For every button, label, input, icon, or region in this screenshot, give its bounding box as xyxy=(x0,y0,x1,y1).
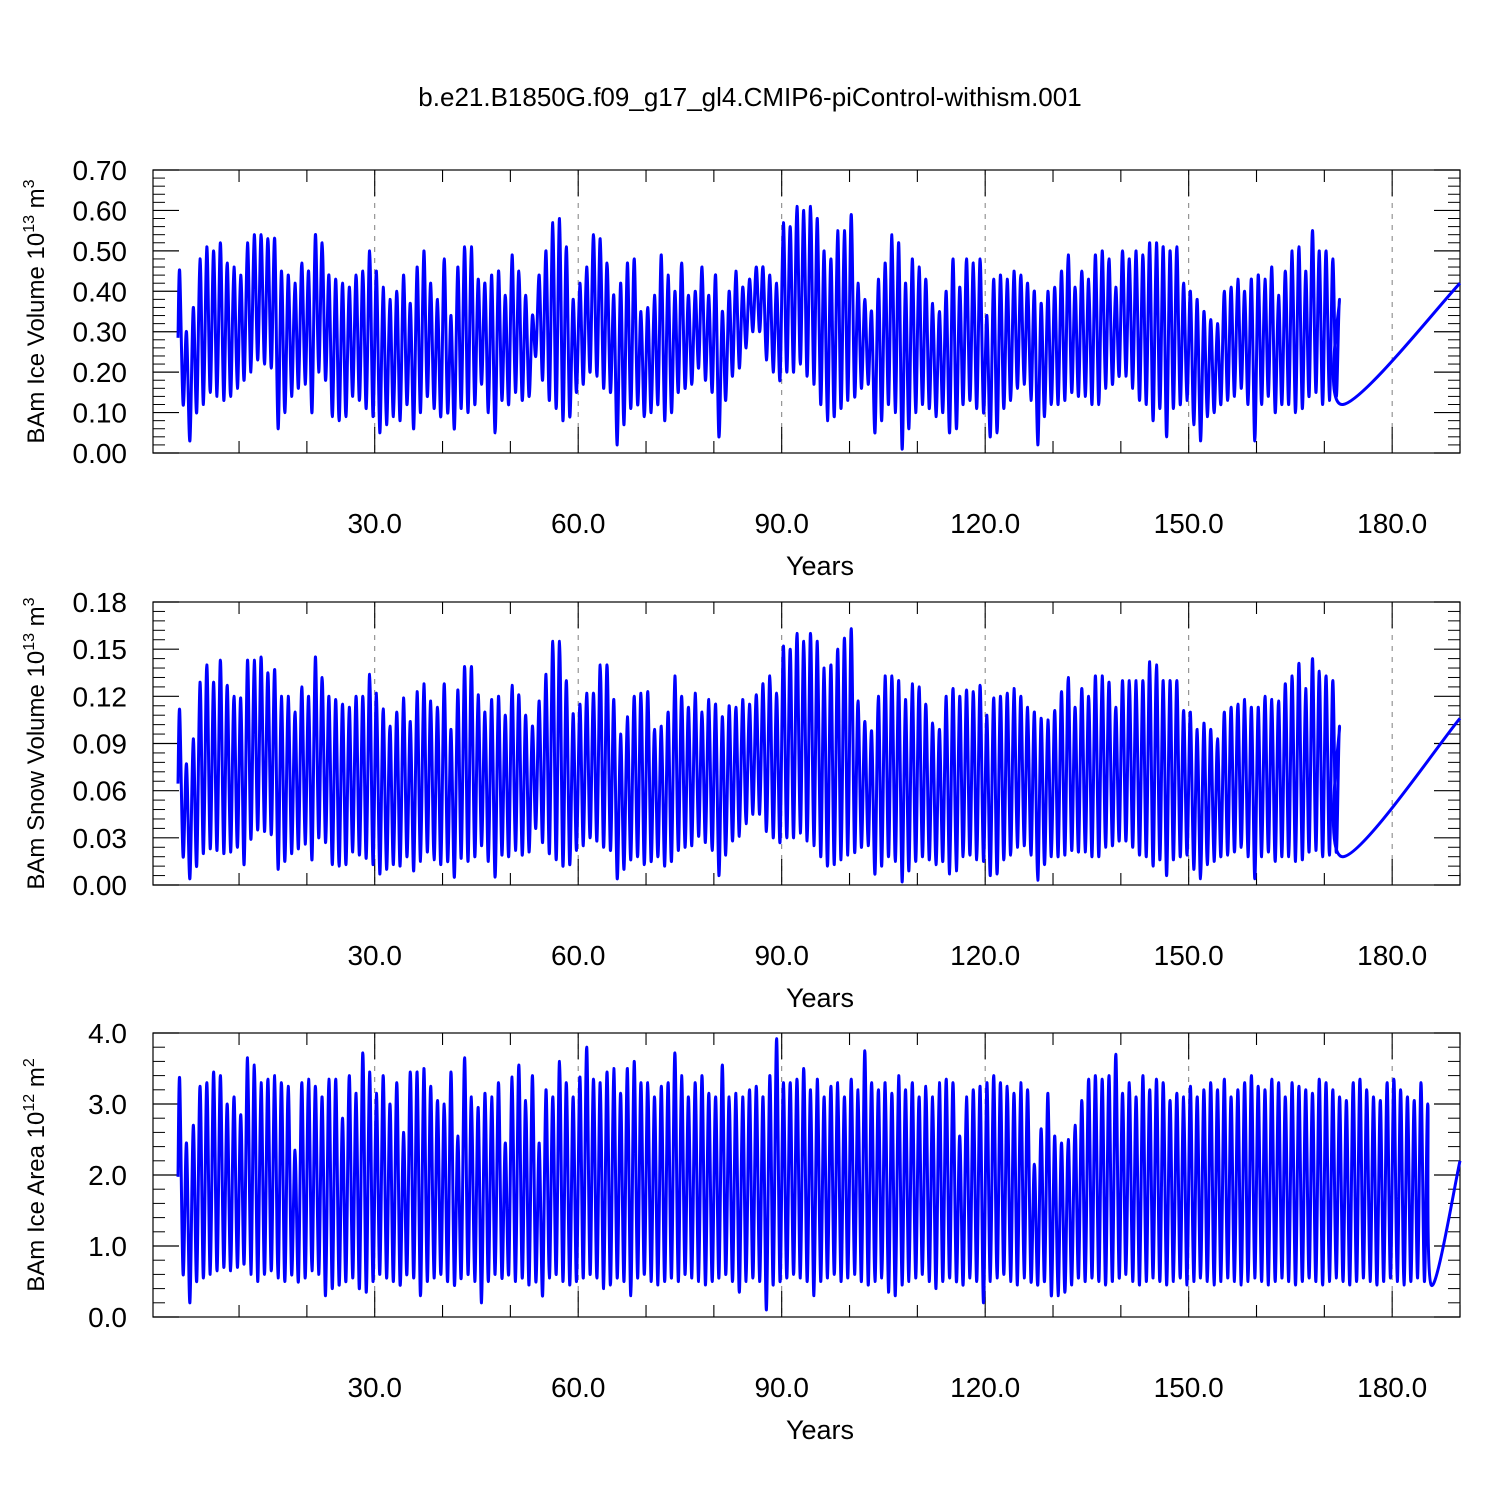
x-tick-label: 60.0 xyxy=(551,940,606,971)
series-line xyxy=(176,1037,1462,1312)
y-tick-label: 0.0 xyxy=(88,1302,127,1333)
y-tick-label: 0.40 xyxy=(73,276,128,307)
y-tick-label: 0.06 xyxy=(73,776,128,807)
y-tick-label: 0.03 xyxy=(73,823,128,854)
y-tick-label: 0.12 xyxy=(73,681,128,712)
y-tick-label: 0.00 xyxy=(73,438,128,469)
x-tick-label: 180.0 xyxy=(1357,508,1427,539)
y-axis-label: BAm Ice Area 1012 m2 xyxy=(21,1058,50,1292)
x-tick-label: 150.0 xyxy=(1154,508,1224,539)
x-tick-label: 150.0 xyxy=(1154,940,1224,971)
x-tick-label: 90.0 xyxy=(754,508,809,539)
x-tick-label: 180.0 xyxy=(1357,1372,1427,1403)
y-tick-label: 1.0 xyxy=(88,1231,127,1262)
panel-ice-volume: 0.00 0.10 0.20 0.30 0.40 0.50 0.60 0.70 30.0 60.0… xyxy=(21,155,1462,581)
y-axis-label: BAm Snow Volume 1013 m3 xyxy=(21,597,50,889)
x-tick-label: 120.0 xyxy=(950,508,1020,539)
y-tick-label: 2.0 xyxy=(88,1160,127,1191)
y-tick-label: 0.30 xyxy=(73,317,128,348)
x-tick-label: 60.0 xyxy=(551,508,606,539)
figure-title: b.e21.B1850G.f09_g17_gl4.CMIP6-piControl… xyxy=(418,82,1081,112)
series-line xyxy=(176,627,1462,884)
y-tick-label: 0.09 xyxy=(73,729,128,760)
plot-frame xyxy=(152,169,1461,454)
y-tick-label: 0.60 xyxy=(73,195,128,226)
x-tick-label: 180.0 xyxy=(1357,940,1427,971)
y-tick-label: 0.18 xyxy=(73,587,128,618)
y-tick-label: 4.0 xyxy=(88,1018,127,1049)
x-axis-label: Years xyxy=(786,983,854,1013)
x-tick-label: 30.0 xyxy=(347,508,402,539)
x-tick-label: 30.0 xyxy=(347,1372,402,1403)
series-line xyxy=(176,204,1462,451)
panel-ice-area: 0.0 1.0 2.0 3.0 4.0 30.0 60.0 90.0 120.0 150.0 180… xyxy=(21,1018,1462,1445)
y-tick-label: 0.20 xyxy=(73,357,128,388)
x-tick-label: 120.0 xyxy=(950,940,1020,971)
y-axis-label: BAm Ice Volume 1013 m3 xyxy=(21,179,50,443)
y-tick-label: 0.70 xyxy=(73,155,128,186)
x-tick-label: 30.0 xyxy=(347,940,402,971)
x-axis-label: Years xyxy=(786,1415,854,1445)
y-tick-label: 0.50 xyxy=(73,236,128,267)
panel-snow-volume: 0.00 0.03 0.06 0.09 0.12 0.15 0.18 30.0 60.0 90.0… xyxy=(21,587,1462,1013)
x-tick-label: 90.0 xyxy=(754,940,809,971)
x-tick-label: 90.0 xyxy=(754,1372,809,1403)
y-tick-label: 0.10 xyxy=(73,398,128,429)
x-tick-label: 120.0 xyxy=(950,1372,1020,1403)
y-tick-label: 0.00 xyxy=(73,870,128,901)
y-tick-label: 3.0 xyxy=(88,1089,127,1120)
x-axis-label: Years xyxy=(786,551,854,581)
y-tick-label: 0.15 xyxy=(73,634,128,665)
x-tick-label: 150.0 xyxy=(1154,1372,1224,1403)
x-tick-label: 60.0 xyxy=(551,1372,606,1403)
